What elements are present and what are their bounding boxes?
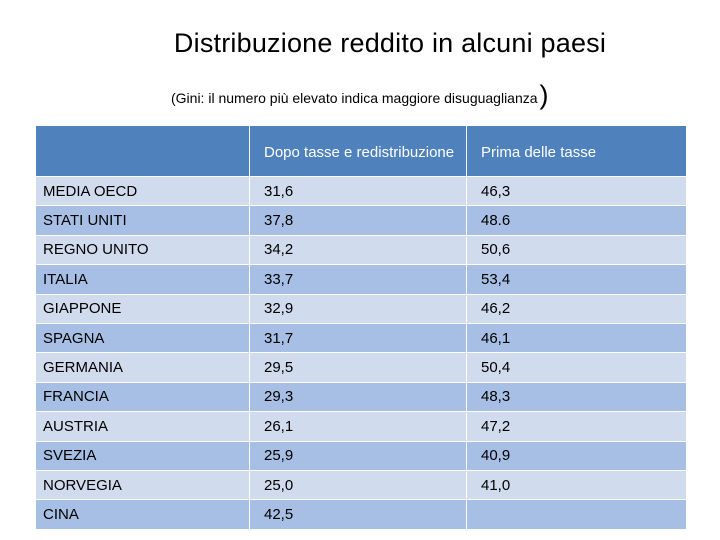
before-tax-cell: 53,4 [466,264,687,295]
slide-title: Distribuzione reddito in alcuni paesi [173,28,607,58]
country-cell: MEDIA OECD [35,175,250,207]
country-cell: AUSTRIA [35,411,250,442]
subtitle-text: (Gini: il numero più elevato indica magg… [171,90,538,106]
after-tax-cell: 33,7 [249,264,467,295]
after-tax-cell: 31,6 [249,175,467,207]
before-tax-cell: 46,2 [466,293,687,324]
gini-table: Dopo tasse e redistribuzione Prima delle… [35,125,687,530]
before-tax-cell: 47,2 [466,411,687,442]
table-header: Dopo tasse e redistribuzione Prima delle… [35,125,687,177]
table-row: FRANCIA 29,3 48,3 [35,381,687,413]
after-tax-cell: 29,5 [249,352,467,383]
before-tax-cell: 46,3 [466,175,687,207]
table-row: STATI UNITI 37,8 48.6 [35,205,687,236]
country-cell: GIAPPONE [35,293,250,324]
table-row: CINA 42,5 [35,499,687,530]
table-row: GERMANIA 29,5 50,4 [35,352,687,383]
header-after-tax: Dopo tasse e redistribuzione [249,125,467,177]
after-tax-cell: 26,1 [249,411,467,442]
slide-subtitle: (Gini: il numero più elevato indica magg… [171,78,549,110]
after-tax-cell: 32,9 [249,293,467,324]
after-tax-cell: 29,3 [249,381,467,413]
table-row: SVEZIA 25,9 40,9 [35,440,687,471]
table-row: ITALIA 33,7 53,4 [35,264,687,295]
country-cell: SVEZIA [35,440,250,471]
after-tax-cell: 25,9 [249,440,467,471]
header-row: Dopo tasse e redistribuzione Prima delle… [35,125,687,177]
table-row: GIAPPONE 32,9 46,2 [35,293,687,324]
table-row: AUSTRIA 26,1 47,2 [35,411,687,442]
after-tax-cell: 42,5 [249,499,467,530]
country-cell: CINA [35,499,250,530]
country-cell: REGNO UNITO [35,234,250,266]
after-tax-cell: 25,0 [249,469,467,501]
country-cell: NORVEGIA [35,469,250,501]
country-cell: SPAGNA [35,322,250,354]
table-row: MEDIA OECD 31,6 46,3 [35,175,687,207]
before-tax-cell: 48.6 [466,205,687,236]
before-tax-cell: 50,6 [466,234,687,266]
subtitle-close-paren: ) [539,80,549,110]
after-tax-cell: 37,8 [249,205,467,236]
after-tax-cell: 34,2 [249,234,467,266]
country-cell: FRANCIA [35,381,250,413]
table-row: SPAGNA 31,7 46,1 [35,322,687,354]
header-before-tax: Prima delle tasse [466,125,687,177]
table-row: REGNO UNITO 34,2 50,6 [35,234,687,266]
before-tax-cell: 48,3 [466,381,687,413]
before-tax-cell: 41,0 [466,469,687,501]
before-tax-cell: 50,4 [466,352,687,383]
before-tax-cell [466,499,687,530]
table-body: MEDIA OECD 31,6 46,3 STATI UNITI 37,8 48… [35,175,687,530]
country-cell: STATI UNITI [35,205,250,236]
before-tax-cell: 46,1 [466,322,687,354]
country-cell: ITALIA [35,264,250,295]
country-cell: GERMANIA [35,352,250,383]
table-row: NORVEGIA 25,0 41,0 [35,469,687,501]
before-tax-cell: 40,9 [466,440,687,471]
after-tax-cell: 31,7 [249,322,467,354]
header-country [35,125,250,177]
